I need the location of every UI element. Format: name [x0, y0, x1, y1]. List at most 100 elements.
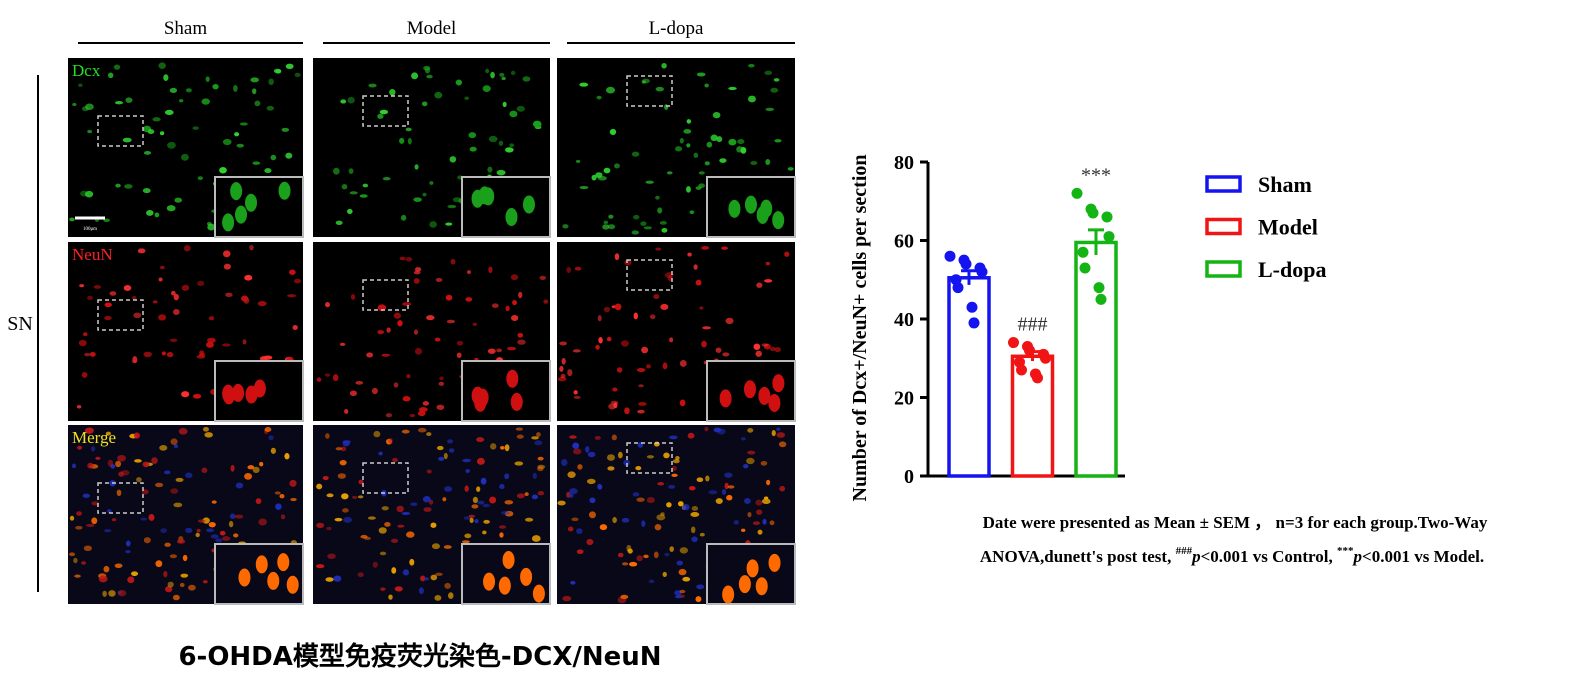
cell [380, 587, 386, 591]
cell [517, 339, 526, 345]
inset [214, 543, 304, 605]
inset-cell [505, 208, 518, 227]
cell [134, 459, 142, 463]
cell [610, 400, 619, 405]
cell [672, 459, 680, 464]
cell [87, 295, 93, 301]
cell [426, 74, 433, 79]
cell [436, 445, 444, 451]
cell [510, 315, 519, 322]
cell [316, 377, 322, 382]
data-point [1032, 372, 1043, 384]
cell [315, 564, 325, 569]
cell [668, 484, 676, 489]
cell [357, 495, 364, 499]
cell [82, 332, 88, 337]
cell [483, 519, 490, 524]
cell [399, 137, 405, 144]
inset-cell [232, 383, 245, 402]
cell [104, 529, 112, 533]
cell [280, 514, 286, 520]
cell [264, 426, 272, 432]
cell [507, 346, 517, 351]
cell [115, 183, 121, 188]
cell [662, 362, 668, 370]
cell [617, 451, 623, 459]
cell [447, 439, 454, 444]
cell [83, 545, 92, 552]
cell [787, 167, 794, 171]
cell [586, 538, 594, 546]
roi-box [362, 279, 409, 311]
cell [158, 314, 167, 321]
cell [167, 581, 174, 588]
cell [485, 68, 490, 74]
cell [347, 96, 355, 104]
cell [504, 500, 514, 505]
cell [140, 517, 147, 521]
cell [241, 295, 249, 302]
cell [597, 484, 603, 490]
cell [537, 491, 545, 496]
cell [234, 514, 244, 519]
cell [682, 576, 691, 582]
cell [377, 113, 384, 119]
cell [699, 306, 704, 310]
cell [561, 459, 568, 466]
cell [255, 498, 262, 505]
cell [335, 220, 343, 225]
cell [247, 465, 255, 470]
cell [170, 338, 178, 343]
cell [418, 587, 424, 595]
cell [468, 132, 477, 139]
cell [456, 352, 462, 358]
cell [449, 156, 457, 163]
cell [207, 223, 216, 231]
cell [455, 79, 463, 86]
cell [133, 312, 142, 319]
cell [421, 101, 428, 107]
cell [161, 351, 166, 356]
cell [509, 110, 518, 118]
inset-cell [506, 369, 519, 388]
cell [423, 507, 432, 512]
cell [704, 426, 709, 432]
cell [748, 63, 755, 68]
cell [671, 466, 677, 471]
cell [496, 169, 506, 176]
cell [776, 432, 786, 438]
cell [222, 536, 231, 542]
cell [741, 437, 746, 441]
cell [750, 160, 758, 165]
scale-bar-label: 100μm [83, 227, 97, 232]
cell [155, 482, 164, 488]
cell [491, 303, 499, 309]
cell [289, 269, 296, 275]
cell [543, 299, 549, 304]
cell [378, 527, 387, 534]
cell [426, 469, 432, 474]
cell [761, 343, 769, 347]
cell [235, 482, 244, 489]
inset-cell [222, 213, 235, 232]
cell [515, 427, 523, 431]
cell [638, 384, 644, 388]
cell [180, 573, 189, 578]
cell [413, 278, 420, 284]
cell [379, 109, 389, 115]
cell [774, 346, 781, 353]
cell [643, 226, 652, 230]
cell [236, 143, 244, 148]
data-point [1095, 293, 1107, 305]
cell [204, 432, 213, 438]
cell [414, 164, 419, 170]
cell [490, 71, 495, 79]
cell [118, 471, 124, 477]
cell [91, 517, 98, 525]
cell [87, 129, 93, 134]
data-point [1077, 246, 1089, 258]
cell [586, 478, 596, 485]
cell [107, 459, 114, 467]
cell [757, 529, 763, 535]
cell [285, 152, 293, 159]
